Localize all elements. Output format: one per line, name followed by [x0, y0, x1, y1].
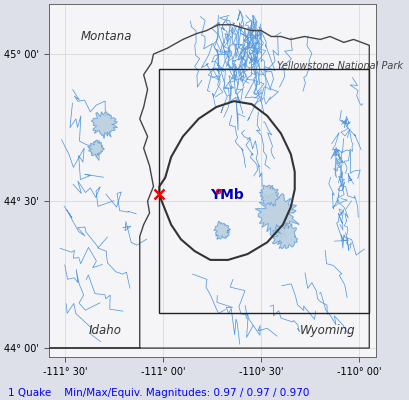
Text: YMb: YMb: [210, 188, 243, 202]
Polygon shape: [213, 221, 230, 239]
Text: 1 Quake    Min/Max/Equiv. Magnitudes: 0.97 / 0.97 / 0.970: 1 Quake Min/Max/Equiv. Magnitudes: 0.97 …: [8, 388, 309, 398]
Text: Yellowstone National Park: Yellowstone National Park: [276, 61, 402, 71]
Polygon shape: [255, 193, 299, 238]
Text: Idaho: Idaho: [88, 324, 121, 337]
Text: Montana: Montana: [81, 30, 132, 43]
Polygon shape: [259, 185, 279, 206]
Polygon shape: [88, 140, 104, 157]
Polygon shape: [91, 112, 117, 138]
Text: Wyoming: Wyoming: [299, 324, 355, 337]
Polygon shape: [272, 222, 297, 249]
Bar: [159, 69, 369, 313]
